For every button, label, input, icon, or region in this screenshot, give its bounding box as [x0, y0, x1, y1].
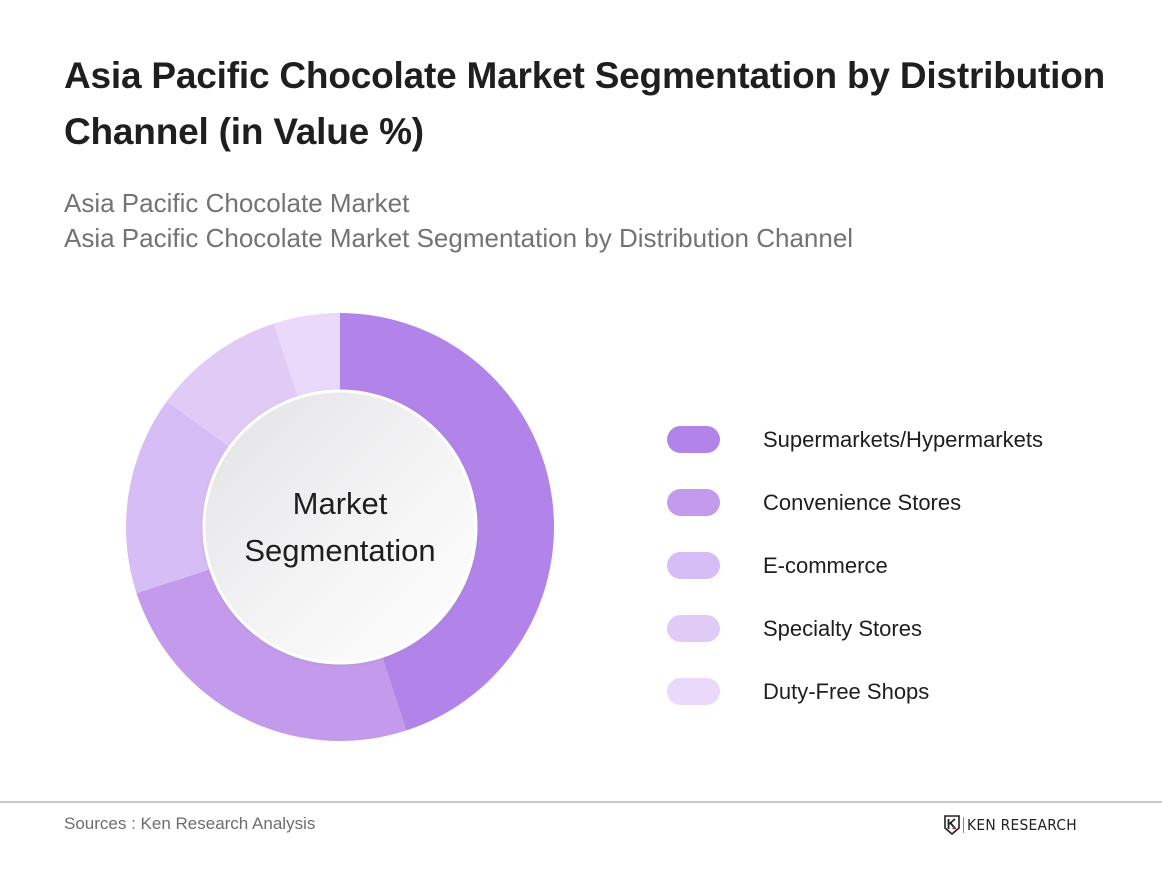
legend-item-supermarkets: Supermarkets/Hypermarkets: [667, 408, 1043, 471]
subtitle-line-market: Asia Pacific Chocolate Market: [64, 188, 410, 218]
donut-svg: [126, 313, 554, 741]
legend-label: Supermarkets/Hypermarkets: [763, 426, 1043, 452]
donut-segment-supermarkets-hypermarkets: [340, 313, 554, 731]
legend-swatch: [667, 426, 720, 453]
legend-swatch: [667, 552, 720, 579]
legend-label: Convenience Stores: [763, 489, 962, 515]
ken-research-logo: KEN RESEARCH: [944, 815, 1087, 835]
sources-note: Sources : Ken Research Analysis: [64, 814, 316, 833]
donut-segment-duty-free-shops: [273, 313, 340, 404]
chart-title: Asia Pacific Chocolate Market Segmentati…: [64, 55, 1106, 152]
legend-item-ecommerce: E-commerce: [667, 534, 1043, 597]
donut-chart: Market Segmentation: [126, 313, 554, 741]
ken-research-k-shield-icon: [944, 815, 960, 835]
center-label-line-2: Segmentation: [244, 533, 436, 568]
subtitle-line-segmentation: Asia Pacific Chocolate Market Segmentati…: [64, 223, 854, 253]
donut-center-label: Market Segmentation: [126, 313, 554, 741]
logo-separator: [963, 817, 964, 833]
legend-swatch: [667, 615, 720, 642]
legend-item-convenience: Convenience Stores: [667, 471, 1043, 534]
footer-divider: [0, 801, 1162, 803]
legend-item-specialty: Specialty Stores: [667, 597, 1043, 660]
legend-label: E-commerce: [763, 552, 888, 578]
legend-item-duty-free: Duty-Free Shops: [667, 660, 1043, 723]
legend-label: Specialty Stores: [763, 615, 922, 641]
legend-label: Duty-Free Shops: [763, 678, 930, 704]
legend-swatch: [667, 489, 720, 516]
chart-subtitle: Asia Pacific Chocolate Market Asia Pacif…: [64, 186, 1064, 256]
legend-swatch: [667, 678, 720, 705]
donut-center-disc: [202, 389, 478, 665]
chart-legend: Supermarkets/Hypermarkets Convenience St…: [667, 408, 1043, 723]
center-label-line-1: Market: [292, 486, 388, 521]
donut-segment-convenience-stores: [136, 567, 407, 741]
logo-text: KEN RESEARCH: [967, 816, 1077, 834]
